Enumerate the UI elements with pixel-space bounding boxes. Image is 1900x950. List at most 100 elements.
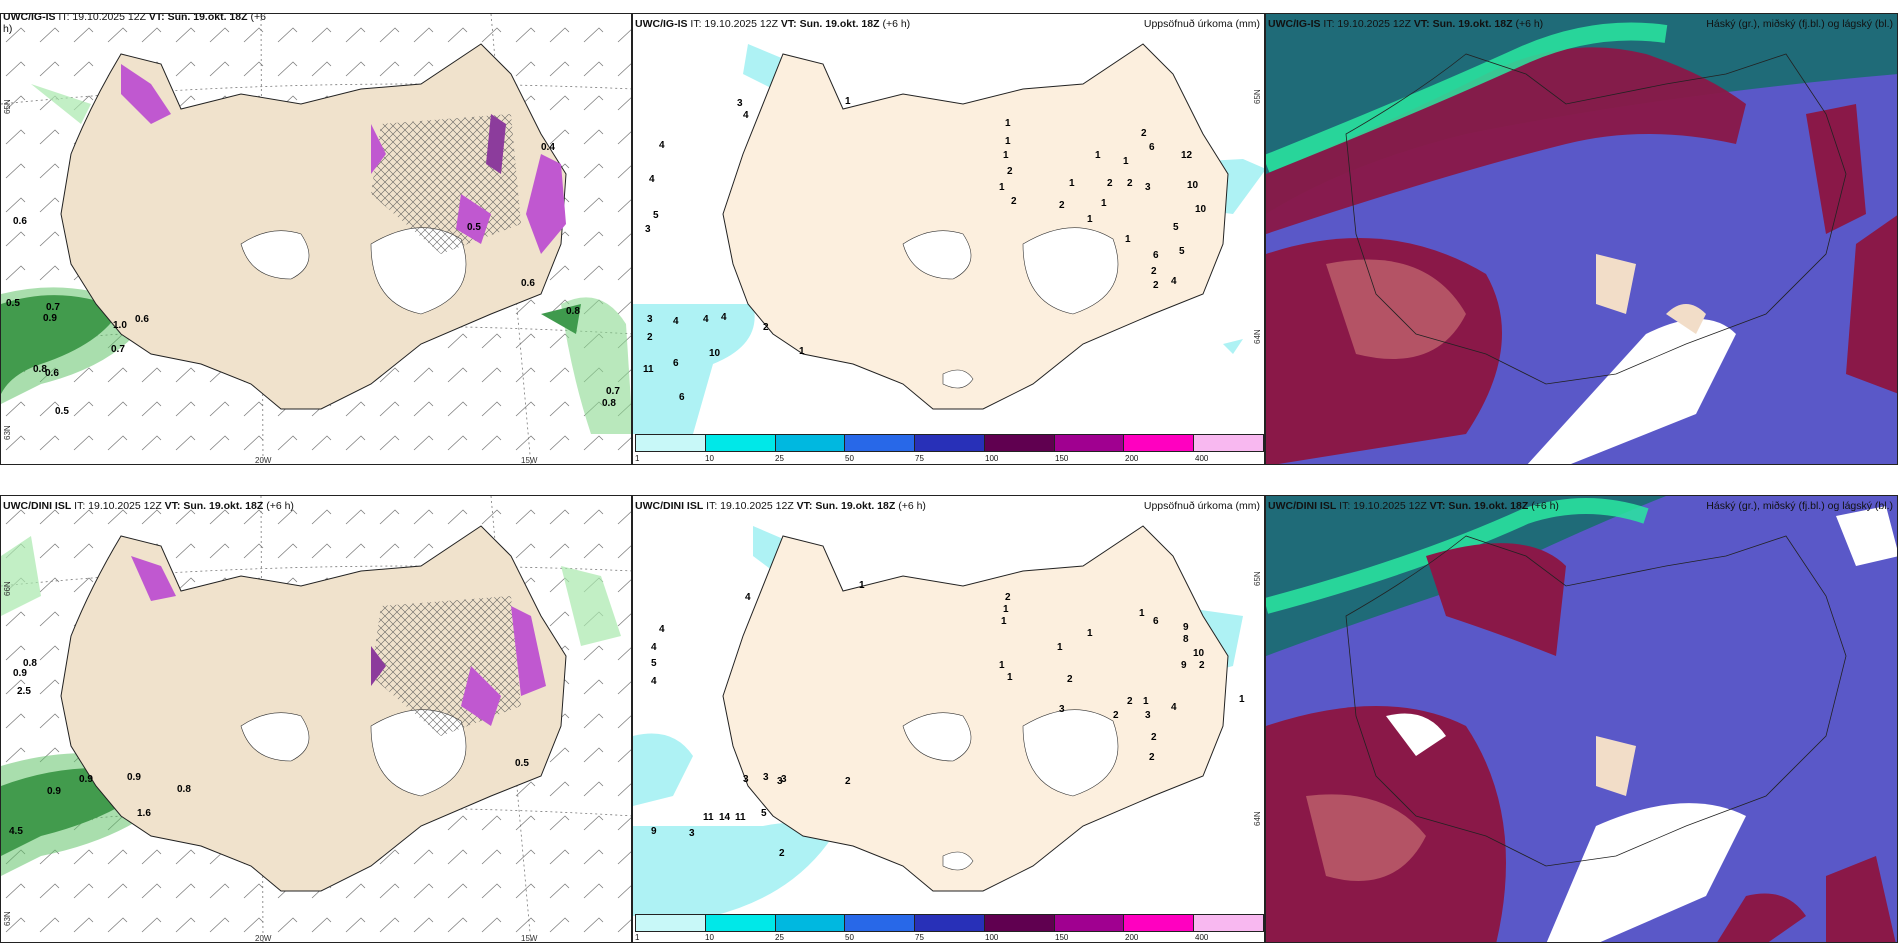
colorbar-tick: 1 (635, 933, 640, 942)
precip-value: 9 (651, 826, 657, 837)
value-label: 0.9 (13, 668, 27, 679)
map-panel-wind-r2c1: UWC/DINI ISL IT: 19.10.2025 12Z VT: Sun.… (0, 495, 632, 943)
precip-value: 2 (647, 332, 653, 343)
precip-value: 1 (859, 580, 865, 591)
precip-value: 1 (1005, 118, 1011, 129)
lon-label: 20W (255, 934, 272, 943)
precip-value: 3 (647, 314, 653, 325)
precip-value: 5 (1173, 222, 1179, 233)
panel-title: UWC/DINI ISL IT: 19.10.2025 12Z VT: Sun.… (635, 500, 926, 512)
precip-value: 2 (1199, 660, 1205, 671)
precip-value: 1 (845, 96, 851, 107)
cloud-map-graphic (1266, 496, 1897, 942)
value-label: 0.8 (23, 658, 37, 669)
precip-value: 1 (999, 660, 1005, 671)
precip-value: 6 (1149, 142, 1155, 153)
value-label: 0.5 (6, 298, 20, 309)
colorbar-segment (1054, 435, 1125, 451)
map-panel-wind-r1c1: UWC/IG-IS IT: 19.10.2025 12Z VT: Sun. 19… (0, 13, 632, 465)
colorbar-segment (775, 435, 846, 451)
precip-value: 2 (1151, 266, 1157, 277)
precip-colorbar (635, 434, 1264, 452)
precip-value: 2 (1149, 752, 1155, 763)
panel-field-label: Uppsöfnuð úrkoma (mm) (1143, 500, 1260, 512)
colorbar-segment (1194, 435, 1264, 451)
colorbar-tick: 200 (1125, 933, 1139, 942)
value-label: 0.7 (46, 302, 60, 313)
precip-value: 6 (673, 358, 679, 369)
wind-map-graphic (1, 14, 631, 464)
precip-value: 4 (659, 624, 665, 635)
precip-value: 2 (1151, 732, 1157, 743)
cloud-map-graphic (1266, 14, 1897, 464)
value-label: 0.6 (521, 278, 535, 289)
precip-value: 5 (761, 808, 767, 819)
precip-value: 10 (1187, 180, 1199, 191)
precip-colorbar (635, 914, 1264, 932)
precip-value: 1 (1003, 150, 1009, 161)
precip-value: 2 (1127, 696, 1133, 707)
value-label: 2.5 (17, 686, 31, 697)
precip-value: 2 (1127, 178, 1133, 189)
value-label: 0.8 (602, 398, 616, 409)
precip-value: 4 (1171, 276, 1177, 287)
precip-value: 2 (1113, 710, 1119, 721)
colorbar-tick: 100 (985, 933, 999, 942)
colorbar-tick: 150 (1055, 933, 1069, 942)
panel-title: UWC/IG-IS IT: 19.10.2025 12Z VT: Sun. 19… (3, 13, 266, 35)
lat-label: 65N (3, 99, 12, 114)
lat-label: 66N (3, 581, 12, 596)
precip-value: 3 (777, 776, 783, 787)
value-label: 0.7 (111, 344, 125, 355)
precip-value: 2 (1007, 166, 1013, 177)
value-label: 0.8 (33, 364, 47, 375)
precip-value: 5 (1179, 246, 1185, 257)
precip-value: 9 (1183, 622, 1189, 633)
value-label: 0.7 (606, 386, 620, 397)
precip-value: 3 (763, 772, 769, 783)
precip-value: 4 (743, 110, 749, 121)
precip-value: 14 (719, 812, 731, 823)
precip-map-graphic (633, 496, 1264, 942)
precip-value: 4 (659, 140, 665, 151)
precip-value: 6 (1153, 250, 1159, 261)
value-label: 0.9 (43, 313, 57, 324)
precip-value: 1 (1087, 628, 1093, 639)
colorbar-tick: 150 (1055, 454, 1069, 463)
precip-value: 11 (703, 812, 714, 823)
lat-label: 64N (1253, 811, 1262, 826)
precip-value: 4 (1171, 702, 1177, 713)
panel-field-label: Uppsöfnuð úrkoma (mm) (1143, 18, 1260, 30)
precip-value: 2 (1011, 196, 1017, 207)
value-label: 0.5 (467, 222, 481, 233)
value-label: 0.9 (127, 772, 141, 783)
colorbar-tick: 200 (1125, 454, 1139, 463)
precip-value: 1 (1101, 198, 1107, 209)
precip-value: 1 (1007, 672, 1013, 683)
colorbar-segment (845, 435, 916, 451)
precip-value: 2 (1059, 200, 1065, 211)
map-panel-clouds-r2c3: UWC/DINI ISL IT: 19.10.2025 12Z VT: Sun.… (1265, 495, 1898, 943)
value-label: 0.5 (55, 406, 69, 417)
precip-value: 1 (1069, 178, 1075, 189)
wind-map-graphic (1, 496, 631, 942)
precip-value: 2 (1067, 674, 1073, 685)
colorbar-segment (705, 435, 776, 451)
precip-value: 4 (651, 642, 657, 653)
precip-value: 1 (1139, 608, 1145, 619)
precip-value: 4 (673, 316, 679, 327)
precip-value: 1 (1143, 696, 1149, 707)
colorbar-segment (1194, 915, 1264, 931)
colorbar-tick: 75 (915, 933, 924, 942)
precip-value: 4 (649, 174, 655, 185)
colorbar-tick: 25 (775, 454, 784, 463)
map-panel-precip-r2c2: UWC/DINI ISL IT: 19.10.2025 12Z VT: Sun.… (632, 495, 1265, 943)
value-label: 0.8 (177, 784, 191, 795)
panel-title: UWC/DINI ISL IT: 19.10.2025 12Z VT: Sun.… (1268, 500, 1559, 512)
precip-value: 3 (743, 774, 749, 785)
precip-value: 1 (1003, 604, 1009, 615)
precip-value: 2 (779, 848, 785, 859)
value-label: 0.6 (45, 368, 59, 379)
colorbar-tick: 50 (845, 454, 854, 463)
panel-field-label: Háský (gr.), miðský (fj.bl.) og lágský (… (1706, 18, 1893, 30)
